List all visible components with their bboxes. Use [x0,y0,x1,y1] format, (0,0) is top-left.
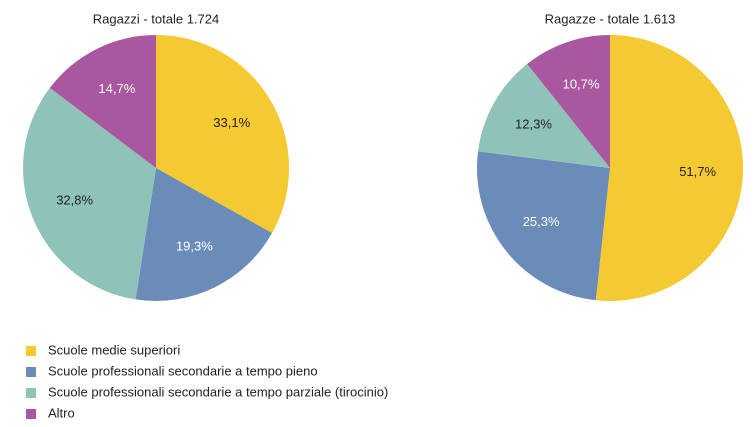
data-label: 12,3% [515,116,552,131]
pie-slice [22,87,157,300]
legend-label: Scuole professionali secondarie a tempo … [48,384,388,399]
pie-slice [478,63,610,168]
data-label: 19,3% [176,238,213,253]
legend-swatch [26,346,36,356]
legend-label: Scuole medie superiori [48,342,180,357]
legend-label: Scuole professionali secondarie a tempo … [48,363,318,378]
pie-slice [476,151,610,301]
data-label: 25,3% [523,214,560,229]
legend-swatch [26,367,36,377]
data-label: 33,1% [213,115,250,130]
legend-swatch [26,388,36,398]
pie-slice [595,35,743,302]
legend-label: Altro [48,405,75,420]
pie-slice [156,35,289,234]
pie-title: Ragazzi - totale 1.724 [93,11,219,26]
data-label: 10,7% [563,77,600,92]
data-label: 14,7% [98,81,135,96]
data-label: 51,7% [679,164,716,179]
legend-swatch [26,409,36,419]
data-label: 32,8% [56,192,93,207]
pie-title: Ragazze - totale 1.613 [545,11,676,26]
pie-slice [527,35,610,168]
pie-slice [135,168,273,301]
pie-slice [49,35,156,168]
